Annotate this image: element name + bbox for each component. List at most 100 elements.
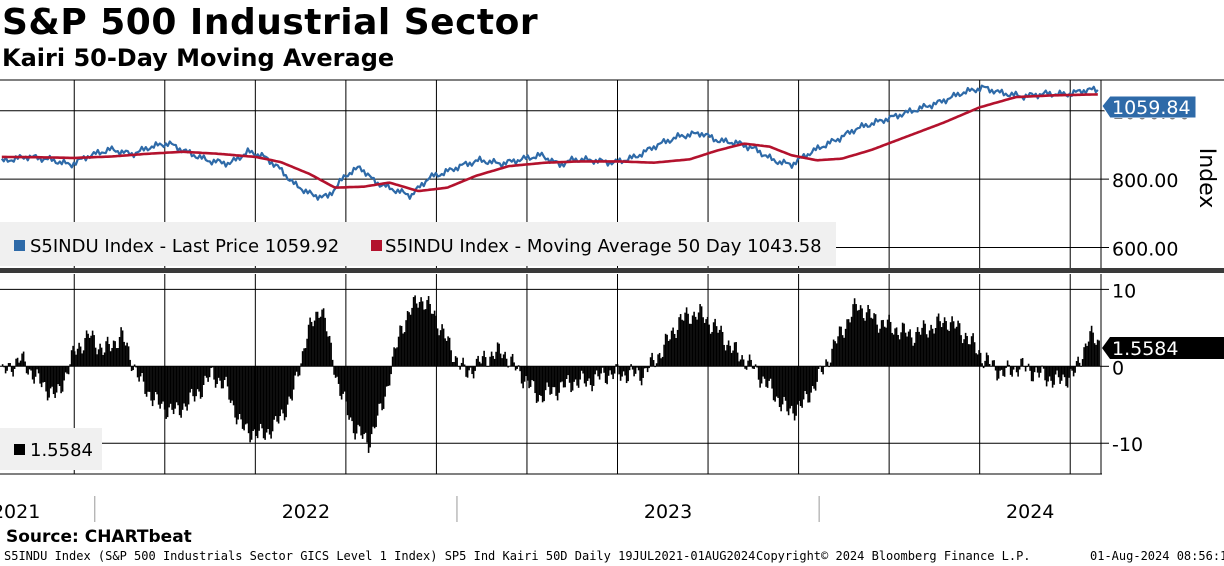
chart-subtitle: Kairi 50-Day Moving Average (2, 44, 395, 72)
kairi-bars (1, 295, 1100, 453)
kairi-bar (420, 297, 422, 367)
kairi-bar (214, 366, 217, 388)
kairi-bar (400, 325, 403, 367)
kairi-bar (999, 366, 1001, 371)
kairi-bar (72, 345, 74, 367)
kairi-bar (649, 357, 652, 367)
kairi-bar (258, 366, 260, 431)
kairi-bar (963, 339, 965, 367)
kairi-bar (630, 364, 632, 367)
kairi-bar (1077, 356, 1079, 367)
kairi-bar (729, 345, 731, 367)
kairi-bar (667, 340, 670, 367)
kairi-bar (634, 366, 637, 374)
kairi-bar (600, 366, 602, 374)
kairi-bar (424, 309, 427, 367)
kairi-bar (18, 362, 20, 367)
kairi-bar (514, 366, 517, 371)
kairi-bar (87, 333, 89, 367)
kairi-bar (942, 322, 944, 367)
kairi-bar (156, 366, 158, 395)
kairi-bar (252, 366, 254, 431)
kairi-bar (441, 324, 443, 367)
kairi-bar (745, 366, 748, 370)
kairi-bar (919, 334, 922, 367)
kairi-bar (1006, 360, 1009, 367)
kairi-bar (393, 347, 395, 367)
kairi-bar (21, 353, 23, 367)
kairi-bar (355, 366, 358, 434)
kairi-bar (738, 361, 740, 367)
kairi-bar (774, 366, 776, 402)
kairi-bar (1050, 366, 1052, 381)
kairi-bar (508, 365, 511, 367)
kairi-bar (687, 313, 689, 367)
kairi-bar (111, 347, 113, 367)
kairi-bar (429, 303, 431, 367)
kairi-bar (33, 366, 35, 384)
kairi-bar (760, 366, 763, 384)
kairi-bar (879, 328, 881, 367)
kairi-bar (43, 366, 46, 382)
kairi-bar (250, 366, 253, 440)
moving-average-line (1, 93, 1098, 193)
kairi-bar (283, 366, 286, 421)
kairi-bar (789, 366, 791, 409)
kairi-bar (994, 366, 997, 371)
kairi-bar (306, 338, 308, 367)
kairi-bar (1069, 366, 1072, 369)
kairi-bar (819, 365, 821, 367)
kairi-bar (19, 360, 22, 367)
kairi-bar (927, 337, 929, 367)
kairi-bar (237, 366, 239, 420)
kairi-bar (142, 366, 145, 382)
year-label: 2022 (282, 501, 330, 523)
kairi-bar (1065, 366, 1067, 387)
kairi-bar (256, 366, 259, 439)
kairi-bar (310, 321, 313, 367)
kairi-bar (318, 317, 320, 367)
kairi-bar (330, 342, 332, 367)
kairi-bar (615, 364, 617, 367)
kairi-bar (586, 366, 589, 381)
kairi-bar (466, 366, 469, 378)
kairi-bar (855, 304, 857, 367)
kairi-bar (852, 304, 854, 367)
kairi-bar (295, 366, 298, 372)
kairi-bar (379, 366, 382, 404)
kairi-bar (300, 363, 302, 367)
kairi-bar (607, 366, 610, 376)
kairi-bar (381, 366, 383, 411)
kairi-bar (130, 366, 133, 372)
kairi-bar (813, 366, 815, 389)
kairi-bar (897, 334, 899, 367)
kairi-bar (259, 366, 262, 424)
kairi-bar (52, 366, 55, 395)
kairi-bar (298, 366, 301, 376)
kairi-bar (1089, 331, 1091, 367)
kairi-bar (793, 366, 796, 421)
kairi-bar (294, 366, 296, 376)
kairi-bar (115, 348, 118, 367)
kairi-bar (580, 366, 583, 371)
kairi-bar (16, 357, 19, 367)
kairi-bar (558, 366, 560, 393)
kairi-bar (531, 366, 533, 381)
kairi-bar (406, 311, 409, 367)
kairi-bar (997, 366, 1000, 379)
chart-title: S&P 500 Industrial Sector (2, 2, 539, 43)
kairi-bar (807, 366, 809, 403)
kairi-bar (219, 366, 221, 381)
kairi-bar (241, 366, 244, 429)
kairi-bar (321, 309, 323, 367)
kairi-bar (90, 335, 92, 367)
kairi-bar (676, 329, 679, 367)
kairi-bar (726, 344, 728, 367)
kairi-bar (118, 336, 121, 367)
kairi-bar (792, 366, 794, 414)
kairi-bar (889, 321, 892, 367)
kairi-bar (1017, 366, 1019, 377)
kairi-bar (384, 366, 386, 397)
kairi-bar (810, 366, 812, 393)
kairi-bar (303, 348, 305, 367)
